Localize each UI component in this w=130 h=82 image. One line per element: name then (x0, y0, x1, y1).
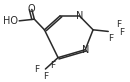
Text: F: F (34, 65, 39, 74)
Text: HO: HO (3, 16, 18, 26)
Text: F: F (50, 61, 56, 70)
Text: F: F (43, 72, 48, 81)
Text: F: F (108, 34, 113, 43)
Text: O: O (28, 4, 36, 14)
Text: N: N (76, 11, 83, 21)
Text: F: F (120, 28, 125, 37)
Text: F: F (116, 20, 121, 29)
Text: N: N (82, 45, 89, 55)
